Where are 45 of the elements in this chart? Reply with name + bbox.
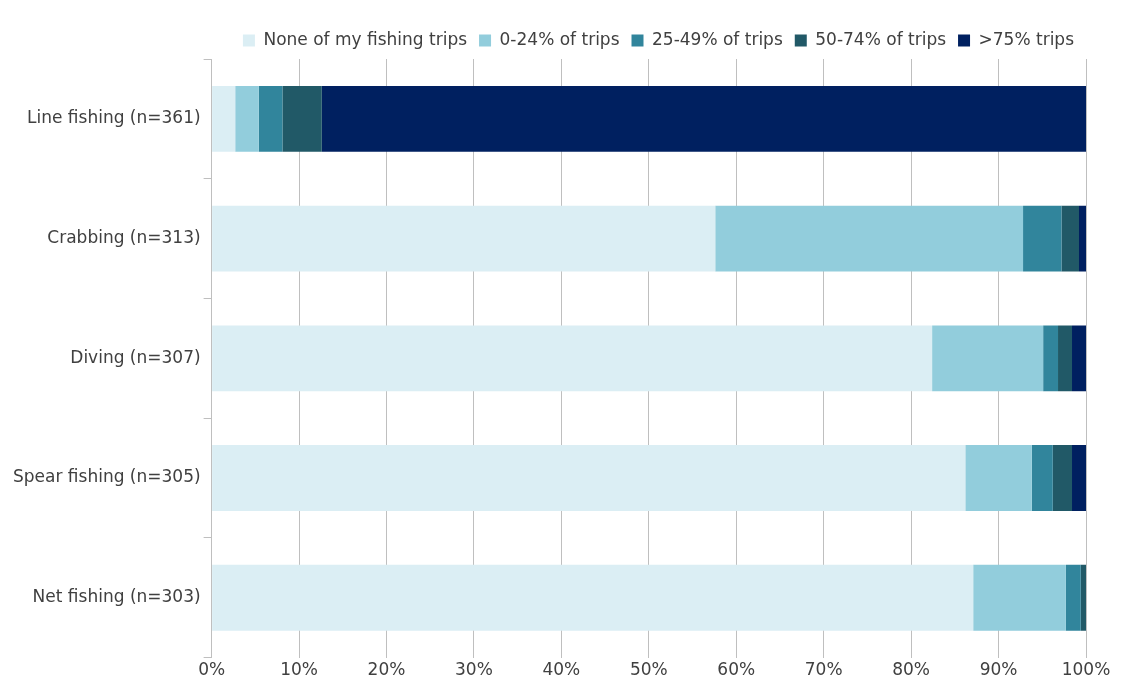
bar	[235, 85, 259, 152]
x-tick-label: 70%	[804, 659, 843, 680]
x-tick-label: 40%	[542, 659, 581, 680]
bar	[965, 445, 1032, 511]
bar	[1079, 205, 1086, 272]
bar	[321, 85, 1086, 152]
y-tick-label: Spear fishing (n=305)	[12, 466, 201, 487]
legend-label: 50-74% of trips	[815, 28, 947, 49]
bar	[258, 85, 283, 152]
bar	[1065, 564, 1081, 631]
bar	[212, 205, 716, 272]
bar	[1058, 325, 1073, 392]
bar	[1043, 325, 1059, 392]
x-tick-label: 90%	[979, 659, 1018, 680]
bar	[212, 564, 974, 631]
bar	[932, 325, 1044, 392]
x-tick-label: 0%	[198, 659, 226, 680]
legend-label: 0-24% of trips	[499, 28, 620, 49]
x-tick-label: 100%	[1061, 659, 1111, 680]
bar	[212, 85, 236, 152]
x-tick-label: 20%	[367, 659, 406, 680]
bar	[212, 445, 966, 511]
x-tick-label: 50%	[629, 659, 668, 680]
legend-label: >75% trips	[978, 28, 1075, 49]
x-tick-label: 60%	[717, 659, 756, 680]
bar	[1031, 445, 1053, 511]
bar	[715, 205, 1024, 272]
y-tick-label: Diving (n=307)	[70, 346, 201, 367]
bar	[1072, 325, 1086, 392]
bar	[1023, 205, 1062, 272]
bar	[1080, 564, 1086, 631]
bar	[1061, 205, 1080, 272]
x-tick-label: 10%	[280, 659, 318, 680]
y-tick-label: Line fishing (n=361)	[27, 107, 201, 128]
x-tick-label: 80%	[892, 659, 931, 680]
bar	[212, 325, 933, 392]
legend-label: None of my fishing trips	[263, 28, 468, 49]
bar	[1052, 445, 1073, 511]
x-tick-label: 30%	[455, 659, 493, 680]
bar	[1072, 445, 1086, 511]
y-tick-label: Crabbing (n=313)	[47, 227, 201, 247]
legend-label: 25-49% of trips	[652, 28, 783, 49]
y-tick-label: Net fishing (n=303)	[32, 586, 201, 607]
bar	[973, 564, 1066, 631]
bar	[282, 85, 322, 152]
